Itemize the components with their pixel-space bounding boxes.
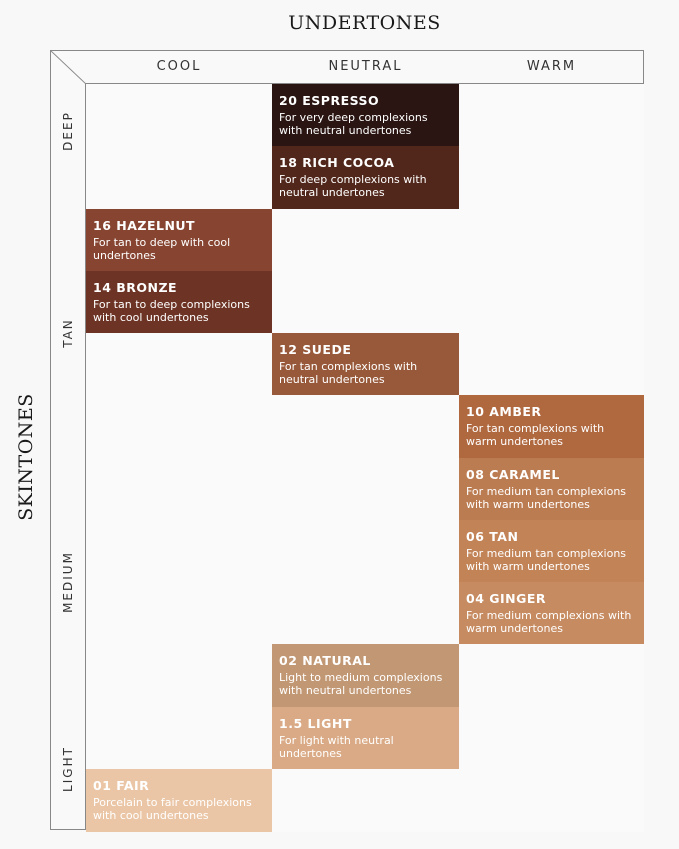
shade-name: 14 BRONZE	[93, 279, 178, 295]
empty-cell	[459, 146, 644, 210]
empty-cell	[86, 146, 273, 210]
empty-cell	[272, 270, 460, 334]
shade-cell: 02 NATURAL Light to medium complexions wi…	[272, 644, 460, 708]
shade-cell: 10 AMBER For tan complexions with warm un…	[459, 395, 644, 459]
shade-cell: 12 SUEDE For tan complexions with neutral…	[272, 333, 460, 397]
shade-description: For very deep complexions with neutral u…	[279, 111, 428, 137]
shade-name: 12 SUEDE	[279, 342, 352, 357]
shade-cell: 01 FAIR Porcelain to fair complexions wit…	[86, 768, 273, 832]
shade-description: For deep complexions with neutral undert…	[279, 173, 427, 200]
row-group-deep: DEEP	[61, 111, 75, 152]
shade-cell: 04 GINGER For medium complexions with war…	[459, 582, 644, 646]
shade-description: For medium tan complexions with warm und…	[466, 546, 627, 573]
empty-cell	[86, 519, 273, 583]
empty-cell	[86, 457, 273, 521]
shade-cell: 20 ESPRESSO For very deep complexions wit…	[272, 84, 460, 148]
empty-cell	[272, 768, 460, 832]
empty-cell	[459, 333, 644, 397]
shade-name: 04 GINGER	[466, 591, 547, 606]
empty-cell	[86, 582, 273, 646]
empty-cell	[459, 644, 644, 708]
shade-name: 08 CARAMEL	[466, 466, 560, 482]
shade-description: For light with neutral undertones	[279, 733, 394, 760]
shade-description: Light to medium complexions with neutral…	[279, 671, 443, 698]
empty-cell	[272, 519, 460, 583]
shade-name: 10 AMBER	[466, 404, 542, 420]
shade-name: 20 ESPRESSO	[279, 93, 380, 108]
undertones-title: UNDERTONES	[288, 12, 441, 34]
empty-cell	[272, 208, 460, 272]
shade-description: For medium complexions with warm underto…	[466, 609, 632, 635]
shade-name: 18 RICH COCOA	[279, 155, 395, 171]
shade-cell: 14 BRONZE For tan to deep complexions wit…	[86, 270, 273, 334]
shade-name: 1.5 LIGHT	[279, 715, 352, 731]
empty-cell	[459, 768, 644, 832]
empty-cell	[86, 644, 273, 708]
shade-description: Porcelain to fair complexions with cool …	[93, 795, 252, 822]
skintones-title: SKINTONES	[15, 393, 37, 521]
empty-cell	[86, 395, 273, 459]
shade-cell: 18 RICH COCOA For deep complexions with n…	[272, 146, 460, 210]
empty-cell	[459, 706, 644, 770]
shade-name: 01 FAIR	[93, 777, 150, 793]
shade-description: For medium tan complexions with warm und…	[466, 484, 627, 511]
empty-cell	[459, 208, 644, 272]
shade-cell: 1.5 LIGHT For light with neutral underton…	[272, 706, 460, 770]
shade-name: 06 TAN	[466, 528, 519, 544]
shade-cell: 06 TAN For medium tan complexions with wa…	[459, 519, 644, 583]
header-divider	[86, 83, 643, 84]
shade-cell: 16 HAZELNUT For tan to deep with cool und…	[86, 208, 273, 272]
empty-cell	[272, 582, 460, 646]
shade-description: For tan to deep with cool undertones	[93, 235, 231, 262]
shade-name: 02 NATURAL	[279, 653, 371, 669]
column-header-warm: WARM	[526, 59, 577, 74]
shade-cell: 08 CARAMEL For medium tan complexions wit…	[459, 457, 644, 521]
corner-diagonal	[51, 51, 86, 84]
empty-cell	[86, 333, 273, 397]
shade-description: For tan complexions with neutral underto…	[279, 360, 418, 386]
column-header-cool: COOL	[156, 59, 202, 74]
shade-description: For tan complexions with warm undertones	[466, 422, 605, 449]
empty-cell	[459, 270, 644, 334]
shade-name: 16 HAZELNUT	[93, 217, 196, 233]
column-header-neutral: NEUTRAL	[328, 59, 403, 74]
row-group-light: LIGHT	[61, 745, 75, 792]
empty-cell	[272, 395, 460, 459]
empty-cell	[86, 706, 273, 770]
shade-grid: COOL NEUTRAL WARM DEEP TAN MEDIUM LIGHT 20 ESPR…	[50, 50, 644, 832]
row-group-medium: MEDIUM	[61, 551, 75, 613]
label-column-divider	[85, 83, 86, 829]
empty-cell	[86, 84, 273, 148]
row-group-tan: TAN	[61, 318, 75, 348]
empty-cell	[272, 457, 460, 521]
empty-cell	[459, 84, 644, 148]
shade-description: For tan to deep complexions with cool un…	[93, 297, 250, 324]
